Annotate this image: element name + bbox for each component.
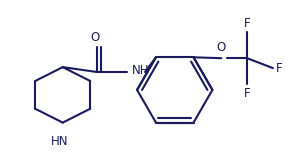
Text: F: F bbox=[244, 87, 251, 100]
Text: O: O bbox=[91, 31, 100, 44]
Text: NH: NH bbox=[132, 64, 150, 77]
Text: HN: HN bbox=[51, 135, 68, 148]
Text: F: F bbox=[276, 62, 282, 75]
Text: F: F bbox=[244, 17, 251, 30]
Text: O: O bbox=[217, 41, 226, 54]
